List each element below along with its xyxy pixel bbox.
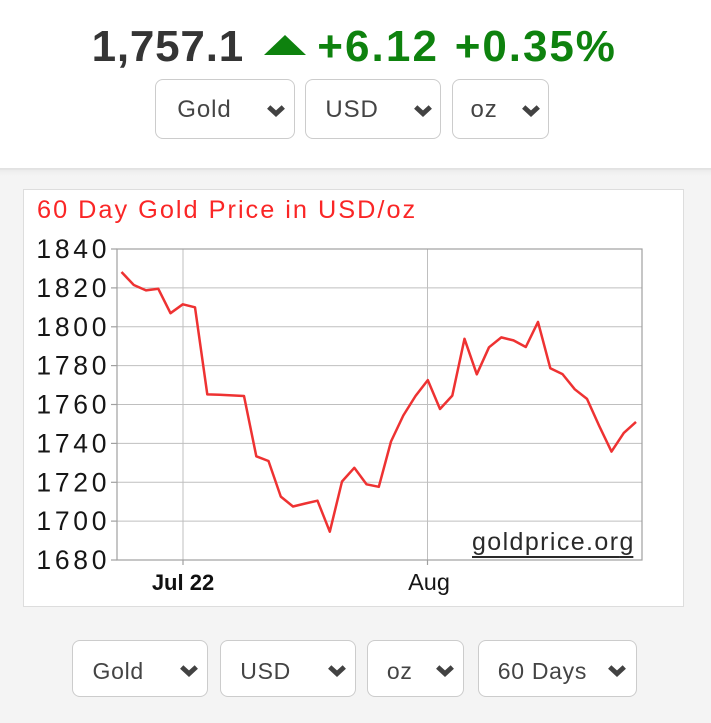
svg-text:1820: 1820 <box>36 273 110 303</box>
svg-text:1780: 1780 <box>36 351 110 381</box>
svg-text:1680: 1680 <box>36 545 110 575</box>
svg-text:Aug: Aug <box>408 569 450 595</box>
svg-text:1720: 1720 <box>36 467 110 497</box>
svg-text:1700: 1700 <box>36 506 110 536</box>
svg-text:Jul 22: Jul 22 <box>152 570 214 595</box>
svg-text:1740: 1740 <box>36 428 110 458</box>
svg-text:1800: 1800 <box>36 312 110 342</box>
svg-text:1760: 1760 <box>36 390 110 420</box>
svg-text:1840: 1840 <box>36 234 110 264</box>
